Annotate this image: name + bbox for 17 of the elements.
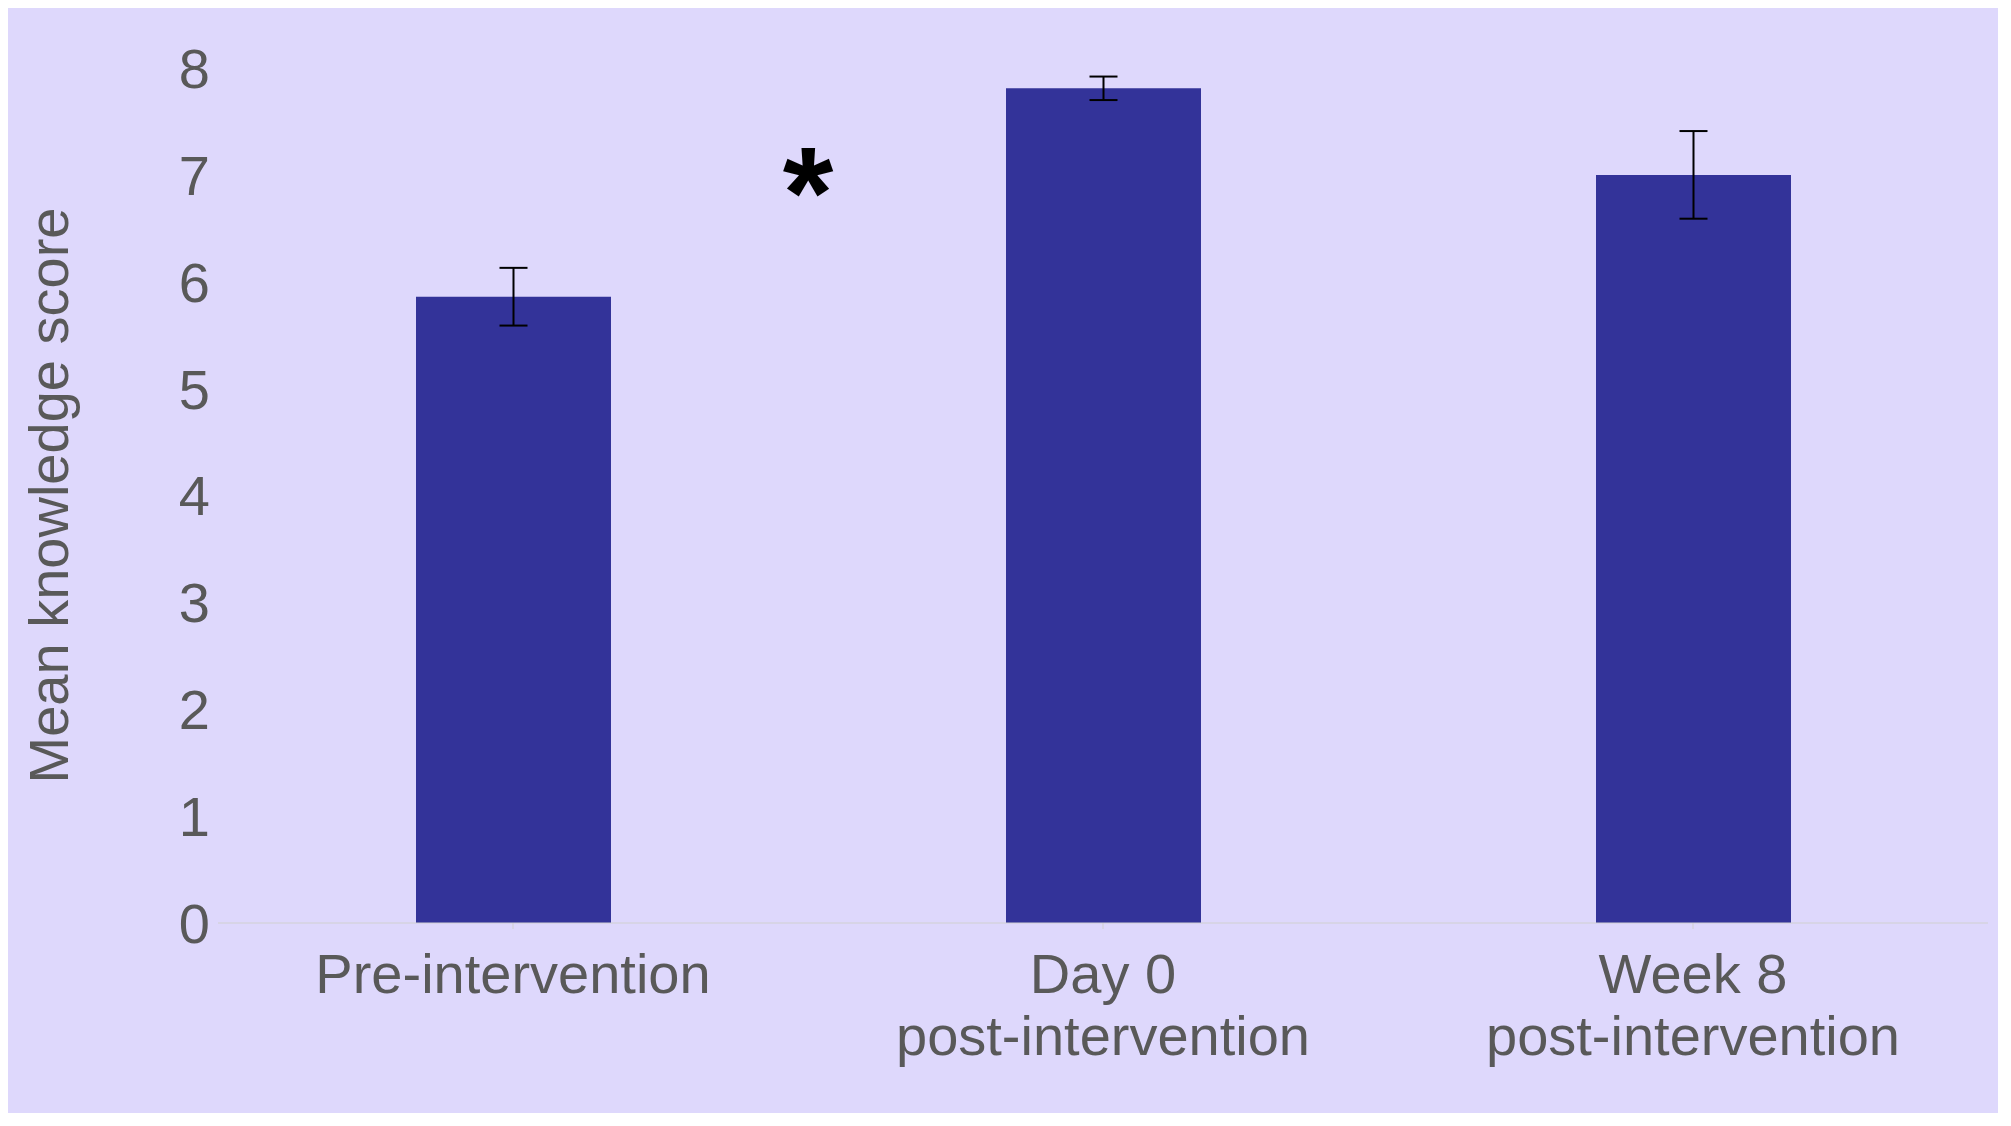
y-tick-label: 2 [178, 678, 210, 742]
y-tick-label: 4 [178, 464, 210, 528]
y-tick-label: 3 [178, 571, 210, 635]
bar [1596, 174, 1791, 923]
y-tick-label: 5 [178, 357, 210, 421]
x-tick-label: Day 0 post-intervention [895, 942, 1311, 1067]
y-tick-label: 8 [178, 36, 210, 100]
x-tick-label: Pre-intervention [315, 942, 711, 1006]
x-tick-label: Week 8 post-intervention [1485, 942, 1901, 1067]
y-tick-label: 6 [178, 250, 210, 314]
bar [416, 296, 611, 923]
annotation: * [781, 120, 835, 266]
y-tick-label: 1 [178, 785, 210, 849]
y-tick-label: 0 [178, 891, 210, 955]
y-axis-title: Mean knowledge score [16, 207, 80, 784]
bar [1006, 88, 1201, 923]
y-tick-label: 7 [178, 143, 210, 207]
